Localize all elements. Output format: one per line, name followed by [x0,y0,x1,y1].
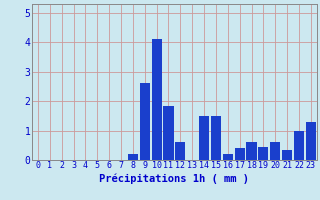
Bar [270,142,280,160]
Bar [258,147,268,160]
Bar [294,131,304,160]
Bar [282,150,292,160]
Bar [140,83,150,160]
Bar [306,122,316,160]
Bar [128,154,138,160]
Bar [223,154,233,160]
Bar [199,116,209,160]
Bar [175,142,185,160]
Bar [246,142,257,160]
Bar [164,106,173,160]
Bar [211,116,221,160]
Bar [235,148,245,160]
X-axis label: Précipitations 1h ( mm ): Précipitations 1h ( mm ) [100,173,249,184]
Bar [152,39,162,160]
